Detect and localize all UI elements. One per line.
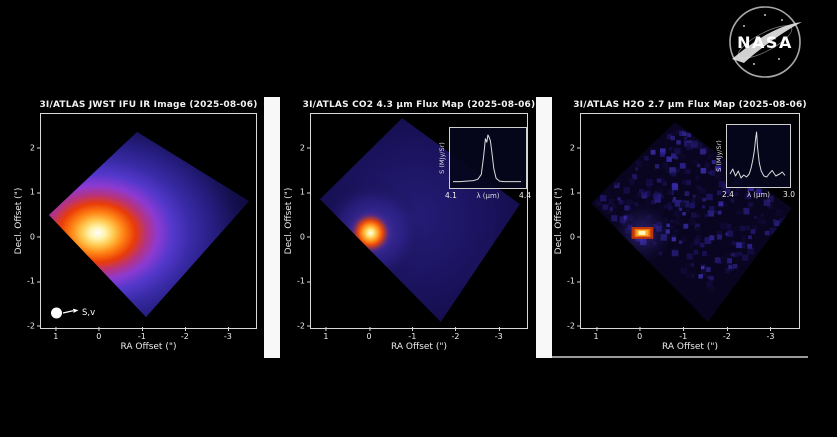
inset-y-axis-label: S (MJy/Sr) [438, 142, 446, 174]
ra-offset-axis-label: RA Offset (") [391, 342, 447, 352]
axis-tick-label: -2 [567, 321, 581, 331]
inset-x-tick-left: 4.1 [445, 191, 457, 200]
axis-tick-label: 0 [29, 232, 42, 242]
axis-tick-label: -3 [223, 327, 232, 341]
inset-x-axis-label: λ (μm) [476, 192, 500, 200]
axis-tick-label: -2 [451, 327, 460, 341]
panel-h2o-flux-map: 3I/ATLAS H2O 2.7 μm Flux Map (2025-08-06… [554, 100, 807, 352]
inset-x-tick-right: 3.0 [783, 190, 795, 199]
bottom-separator-line [552, 356, 808, 358]
axis-tick-label: -2 [722, 327, 731, 341]
axis-tick-label: 0 [299, 232, 312, 242]
axis-tick-label: -1 [297, 276, 311, 286]
axis-tick-label: 0 [637, 327, 643, 341]
decl-offset-axis-label: Decl. Offset (") [14, 187, 24, 255]
panel-ir-image: 3I/ATLAS JWST IFU IR Image (2025-08-06) … [14, 100, 257, 352]
decl-offset-axis-label: Decl. Offset (") [554, 187, 564, 255]
axis-tick-label: -1 [567, 276, 581, 286]
ra-offset-axis-label: RA Offset (") [120, 342, 177, 352]
panel-co2-title: 3I/ATLAS CO2 4.3 μm Flux Map (2025-08-06… [302, 100, 536, 110]
panel-co2-flux-map: 3I/ATLAS CO2 4.3 μm Flux Map (2025-08-06… [284, 100, 535, 352]
sun-velocity-marker: S,v [50, 305, 95, 321]
ir-flux-map-image [41, 114, 256, 328]
nasa-logo-swoosh [732, 22, 802, 63]
axis-tick-label: -1 [679, 327, 688, 341]
axis-tick-label: 0 [96, 327, 102, 341]
nasa-logo-text: NASA [737, 33, 793, 52]
axis-tick-label: -3 [494, 327, 503, 341]
co2-spectrum-inset: S (MJy/Sr) 4.1 λ (μm) 4.4 [438, 127, 531, 200]
panel-separator-bar [536, 97, 552, 358]
axis-tick-label: 1 [299, 187, 312, 197]
axis-tick-label: -3 [766, 327, 775, 341]
panel-h2o-title: 3I/ATLAS H2O 2.7 μm Flux Map (2025-08-06… [573, 100, 807, 110]
axis-tick-label: -2 [180, 327, 189, 341]
co2-spectrum-plot [449, 127, 527, 189]
inset-x-tick-right: 4.4 [519, 191, 531, 200]
nasa-logo: NASA [729, 6, 802, 78]
axis-tick-label: 2 [569, 143, 582, 153]
axis-tick-label: 0 [569, 232, 582, 242]
nasa-logo-circle [729, 6, 801, 78]
axis-tick-label: 1 [53, 327, 59, 341]
axis-tick-label: 1 [569, 187, 582, 197]
axis-tick-label: -1 [137, 327, 146, 341]
nasa-logo-stars [743, 14, 783, 65]
axis-tick-label: 0 [366, 327, 372, 341]
inset-x-axis-label: λ (μm) [746, 191, 771, 199]
axis-tick-label: -1 [408, 327, 417, 341]
ra-offset-axis-label: RA Offset (") [662, 342, 718, 352]
axis-tick-label: 1 [29, 187, 42, 197]
inset-x-tick-left: 2.4 [722, 190, 734, 199]
axis-tick-label: 2 [299, 143, 312, 153]
axis-tick-label: -2 [297, 321, 311, 331]
inset-y-axis-label: S (MJy/Sr) [715, 140, 723, 172]
axis-tick-label: 1 [323, 327, 329, 341]
decl-offset-axis-label: Decl. Offset (") [284, 187, 294, 255]
panel-ir-title: 3I/ATLAS JWST IFU IR Image (2025-08-06) [39, 100, 258, 110]
sun-velocity-label: S,v [82, 308, 96, 318]
sun-velocity-arrow-icon [51, 307, 79, 319]
h2o-spectrum-plot [726, 124, 791, 188]
axis-tick-label: 1 [593, 327, 599, 341]
h2o-spectrum-inset: S (MJy/Sr) 2.4 λ (μm) 3.0 [715, 124, 795, 199]
axis-tick-label: -1 [27, 276, 41, 286]
panel-separator-bar [264, 97, 280, 358]
axis-tick-label: -2 [27, 321, 41, 331]
axis-tick-label: 2 [29, 143, 42, 153]
